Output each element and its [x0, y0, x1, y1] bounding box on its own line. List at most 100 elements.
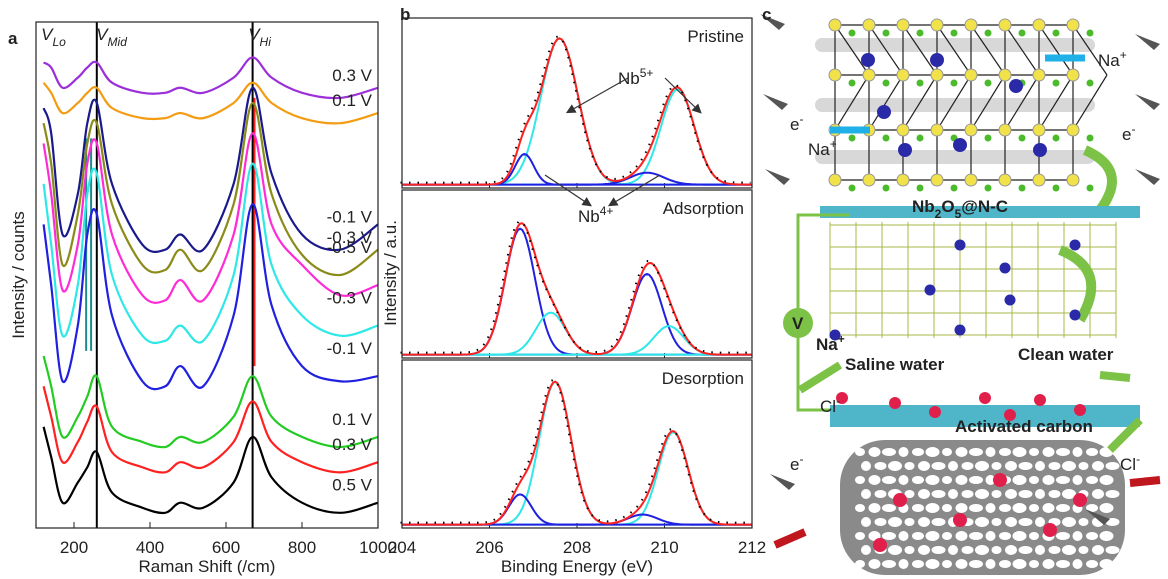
pore [1029, 476, 1039, 484]
panel-label: b [400, 5, 410, 24]
pore [1072, 447, 1083, 457]
pore [918, 517, 930, 527]
series-label: 0.3 V [332, 435, 372, 454]
label: V [792, 314, 804, 333]
label-part: + [830, 137, 837, 151]
label-part: + [1120, 48, 1127, 62]
pore [1078, 518, 1089, 526]
label-part: V [41, 25, 54, 44]
fit-envelope [402, 222, 752, 356]
pore [888, 461, 902, 471]
pore [1078, 462, 1089, 470]
x-tick-label: 206 [475, 538, 503, 557]
pore [861, 461, 871, 471]
label-part: Na [1098, 51, 1120, 70]
pore [975, 545, 989, 555]
pore [1029, 532, 1039, 540]
pore [931, 518, 946, 526]
atom [930, 123, 944, 137]
pore [855, 560, 865, 568]
atom [1052, 29, 1060, 37]
atom [964, 18, 978, 32]
pore [999, 504, 1011, 512]
pore [918, 461, 930, 471]
series-label: -0.1 V [327, 339, 373, 358]
atom [1066, 18, 1080, 32]
pore [1012, 503, 1027, 513]
pore [985, 531, 996, 541]
arrow [1057, 245, 1097, 323]
atom [896, 123, 910, 137]
ion [1034, 394, 1046, 406]
pore [969, 476, 983, 484]
pore [888, 545, 902, 555]
panel-label: a [8, 29, 18, 48]
pore [855, 476, 865, 484]
pore [1062, 489, 1076, 499]
bond [1038, 74, 1074, 131]
label: e- [790, 112, 803, 134]
pore [1035, 489, 1045, 499]
pore [925, 559, 940, 569]
pore [1018, 462, 1033, 470]
pore [1012, 559, 1027, 569]
atom [882, 184, 890, 192]
atom [1052, 134, 1060, 142]
pore [1005, 545, 1017, 555]
atom [882, 134, 890, 142]
ion [1073, 493, 1087, 507]
subplot-title: Pristine [687, 27, 744, 46]
pore [1072, 475, 1083, 485]
pore [904, 490, 915, 498]
arrow [797, 361, 843, 394]
atom [1066, 68, 1080, 82]
pore [1005, 461, 1017, 471]
pore [991, 490, 1002, 498]
series-label: -0.1 V [327, 208, 373, 227]
pore [912, 448, 924, 456]
ion [873, 538, 887, 552]
pore [882, 476, 896, 484]
pore [898, 559, 909, 569]
atom [882, 79, 890, 87]
pore [925, 447, 940, 457]
arrow [1082, 145, 1117, 213]
pore [985, 475, 996, 485]
pore [861, 545, 871, 555]
pore [898, 475, 909, 485]
bond [1072, 74, 1108, 131]
series-label: -0.5 V [327, 238, 373, 257]
pore [955, 531, 968, 541]
ion [953, 138, 967, 152]
ion [1074, 404, 1086, 416]
series-label: 0.5 V [332, 476, 372, 495]
pore [1072, 531, 1083, 541]
electron-bolt [1135, 34, 1160, 50]
pore [1048, 462, 1061, 470]
atom [930, 68, 944, 82]
atom [950, 184, 958, 192]
x-tick-label: 210 [650, 538, 678, 557]
atom [848, 79, 856, 87]
pore [1005, 489, 1017, 499]
atom [1086, 184, 1094, 192]
spectrum [42, 355, 379, 449]
label-part: Hi [260, 35, 272, 49]
pore [898, 531, 909, 541]
pore [1099, 531, 1114, 541]
x-tick-label: 208 [563, 538, 591, 557]
series-label: -0.3 V [327, 288, 373, 307]
bond [868, 74, 904, 131]
atom [1032, 68, 1046, 82]
pore [1029, 504, 1039, 512]
ion [924, 284, 936, 296]
pore [868, 475, 881, 485]
label-part: 2 [935, 207, 942, 221]
pore [961, 546, 974, 554]
pore [975, 517, 989, 527]
atom [862, 18, 876, 32]
pore [1035, 545, 1045, 555]
pore [985, 447, 996, 457]
pore [999, 448, 1011, 456]
